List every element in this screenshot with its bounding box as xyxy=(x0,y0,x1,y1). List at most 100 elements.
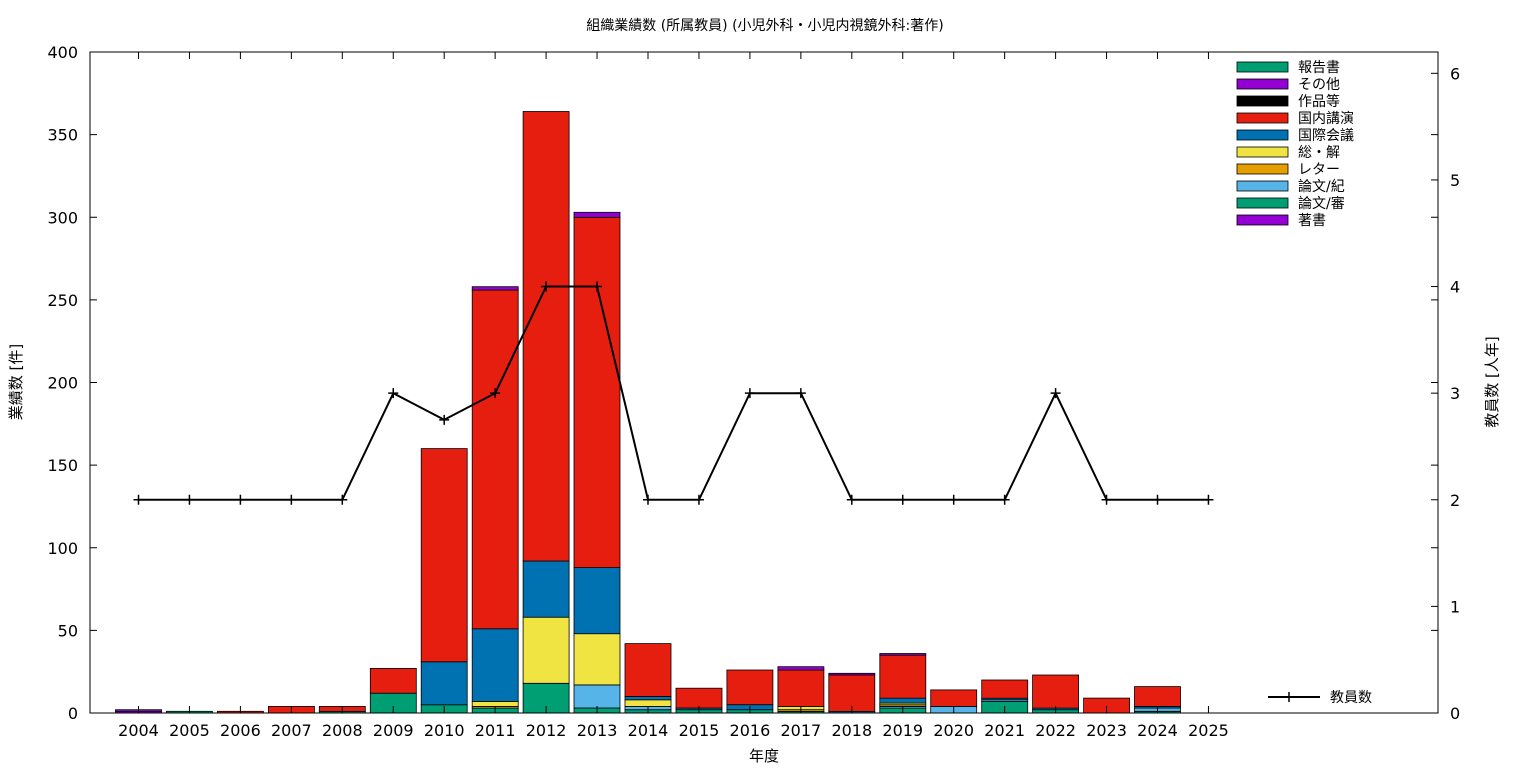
line-point xyxy=(286,494,297,505)
bar-segment xyxy=(879,653,927,656)
bar-segment xyxy=(471,286,519,291)
bar-segment xyxy=(726,669,774,706)
y2-tick-label: 3 xyxy=(1450,384,1460,403)
line-point xyxy=(897,494,908,505)
line-point xyxy=(439,414,450,425)
bar-segment xyxy=(1032,674,1079,709)
bar-segment xyxy=(522,560,570,618)
x-tick-label: 2020 xyxy=(933,721,974,740)
legend-label: 国際会議 xyxy=(1298,127,1354,144)
bar-segment xyxy=(675,687,723,709)
line-point xyxy=(541,281,552,292)
x-tick-label: 2011 xyxy=(475,721,516,740)
legend-swatch xyxy=(1236,180,1289,192)
x-tick-label: 2007 xyxy=(271,721,312,740)
bar-segment xyxy=(471,289,519,630)
legend-label: 報告書 xyxy=(1298,60,1340,76)
y-tick-label: 0 xyxy=(68,704,78,723)
bar-segment xyxy=(879,654,927,699)
bar-segment xyxy=(624,696,672,701)
legend-swatch xyxy=(1236,112,1289,124)
legend-swatch xyxy=(1236,214,1289,226)
bar-segment xyxy=(624,699,672,707)
line-point xyxy=(744,388,755,399)
bar-segment xyxy=(879,697,927,704)
bar-segment xyxy=(1134,686,1181,707)
x-tick-label: 2014 xyxy=(628,721,669,740)
bar-segment xyxy=(369,668,417,694)
x-axis-title: 年度 xyxy=(749,747,779,765)
axes: 0 50 100 150 200 250 300 350 400 0 1 2 3 4 5 6 2004 2005 2… xyxy=(47,43,1460,740)
bar-segment xyxy=(573,211,621,218)
x-tick-label: 2025 xyxy=(1188,721,1229,740)
legend-label: レター xyxy=(1298,162,1340,178)
x-tick-label: 2006 xyxy=(220,721,261,740)
legend-swatch xyxy=(1236,163,1289,175)
line-point xyxy=(184,494,195,505)
bar-segment xyxy=(573,684,621,709)
y2-tick-label: 6 xyxy=(1450,64,1460,83)
y-tick-label: 350 xyxy=(47,126,78,145)
x-tick-label: 2024 xyxy=(1137,721,1178,740)
bar-segment xyxy=(930,689,978,707)
legend-label: 論文/紀 xyxy=(1298,179,1345,195)
x-tick-label: 2004 xyxy=(118,721,159,740)
line-point xyxy=(1152,494,1163,505)
y-tick-label: 50 xyxy=(58,621,78,640)
y-tick-label: 200 xyxy=(47,374,78,393)
bar-segment xyxy=(777,666,825,671)
x-tick-label: 2015 xyxy=(679,721,720,740)
bar-segment xyxy=(471,628,519,702)
x-tick-label: 2010 xyxy=(424,721,465,740)
bar-segment xyxy=(471,701,519,707)
legend-swatch xyxy=(1236,78,1289,90)
x-tick-label: 2023 xyxy=(1086,721,1127,740)
x-tick-label: 2018 xyxy=(831,721,872,740)
legend-swatch xyxy=(1236,61,1289,73)
line-point xyxy=(388,388,399,399)
x-tick-label: 2013 xyxy=(577,721,618,740)
line-point xyxy=(235,494,246,505)
x-tick-label: 2022 xyxy=(1035,721,1076,740)
y-tick-label: 250 xyxy=(47,291,78,310)
line-series-faculty xyxy=(138,285,1209,501)
legend-swatch xyxy=(1236,129,1289,141)
legend-label: その他 xyxy=(1298,77,1340,93)
bar-segment xyxy=(777,669,825,707)
bar-segment xyxy=(573,633,621,686)
x-tick-label: 2005 xyxy=(169,721,210,740)
legend-label: 総・解 xyxy=(1298,145,1340,161)
bar-segment xyxy=(573,567,621,635)
x-tick-label: 2021 xyxy=(984,721,1025,740)
y2-tick-label: 2 xyxy=(1450,491,1460,510)
x-tick-label: 2008 xyxy=(322,721,363,740)
y-tick-label: 100 xyxy=(47,539,78,558)
line-point xyxy=(337,494,348,505)
legend-swatch xyxy=(1236,95,1289,107)
y2-tick-label: 0 xyxy=(1450,704,1460,723)
line-point xyxy=(643,494,653,505)
x-tick-label: 2019 xyxy=(882,721,923,740)
legend-swatch xyxy=(1236,197,1289,209)
chart-title: 組織業績数 (所属教員) (小児外科・小児内視鏡外科:著作) xyxy=(586,18,943,34)
bar-segment xyxy=(522,111,570,562)
line-point xyxy=(948,494,959,505)
bar-segment xyxy=(981,679,1029,699)
line-point xyxy=(999,494,1010,505)
legend-label: 国内講演 xyxy=(1298,111,1354,127)
line-point xyxy=(592,281,603,292)
bar-segment xyxy=(624,643,672,697)
bar-segment xyxy=(573,216,621,568)
x-tick-label: 2017 xyxy=(780,721,821,740)
line-point xyxy=(693,494,704,505)
y2-tick-label: 4 xyxy=(1450,278,1460,297)
y2-axis-title: 教員数 [人年] xyxy=(1483,336,1501,427)
line-point xyxy=(795,388,806,399)
x-tick-label: 2012 xyxy=(526,721,567,740)
x-tick-label: 2016 xyxy=(730,721,771,740)
line-point xyxy=(846,494,857,505)
bar-segment xyxy=(420,448,468,663)
